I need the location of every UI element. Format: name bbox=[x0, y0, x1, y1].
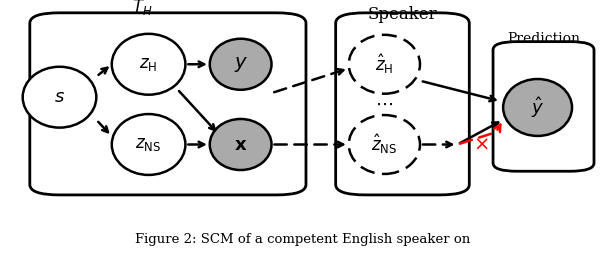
Text: $\mathbf{x}$: $\mathbf{x}$ bbox=[234, 135, 247, 153]
Text: Speaker: Speaker bbox=[368, 6, 438, 23]
FancyArrowPatch shape bbox=[99, 68, 107, 75]
Text: $z_\mathrm{NS}$: $z_\mathrm{NS}$ bbox=[136, 136, 162, 153]
Text: $\hat{z}_\mathrm{NS}$: $\hat{z}_\mathrm{NS}$ bbox=[371, 133, 398, 156]
Text: $y$: $y$ bbox=[233, 55, 248, 74]
FancyArrowPatch shape bbox=[460, 133, 493, 144]
Ellipse shape bbox=[112, 114, 185, 175]
FancyArrowPatch shape bbox=[275, 142, 343, 147]
Text: $s$: $s$ bbox=[54, 88, 65, 106]
FancyBboxPatch shape bbox=[336, 13, 469, 195]
Text: $T_H$: $T_H$ bbox=[132, 0, 153, 17]
FancyArrowPatch shape bbox=[188, 142, 204, 147]
FancyArrowPatch shape bbox=[188, 61, 204, 67]
FancyBboxPatch shape bbox=[30, 13, 306, 195]
Text: $\hat{y}$: $\hat{y}$ bbox=[531, 95, 544, 120]
Text: Figure 2: SCM of a competent English speaker on: Figure 2: SCM of a competent English spe… bbox=[135, 233, 471, 246]
FancyBboxPatch shape bbox=[493, 42, 594, 171]
FancyArrowPatch shape bbox=[179, 91, 215, 130]
Text: $\times$: $\times$ bbox=[473, 135, 489, 153]
Ellipse shape bbox=[348, 115, 420, 174]
Text: $z_\mathrm{H}$: $z_\mathrm{H}$ bbox=[139, 56, 158, 73]
Ellipse shape bbox=[210, 39, 271, 90]
Ellipse shape bbox=[210, 119, 271, 170]
Ellipse shape bbox=[348, 35, 420, 94]
FancyArrowPatch shape bbox=[274, 69, 344, 92]
Text: Prediction: Prediction bbox=[507, 32, 580, 46]
Ellipse shape bbox=[503, 79, 572, 136]
Ellipse shape bbox=[112, 34, 185, 95]
FancyArrowPatch shape bbox=[460, 122, 498, 143]
FancyArrowPatch shape bbox=[494, 125, 501, 132]
FancyArrowPatch shape bbox=[98, 122, 108, 132]
FancyArrowPatch shape bbox=[423, 142, 452, 147]
Text: $\cdots$: $\cdots$ bbox=[375, 94, 393, 112]
FancyArrowPatch shape bbox=[423, 82, 495, 101]
Text: $\hat{z}_\mathrm{H}$: $\hat{z}_\mathrm{H}$ bbox=[375, 53, 394, 76]
Ellipse shape bbox=[22, 67, 96, 128]
